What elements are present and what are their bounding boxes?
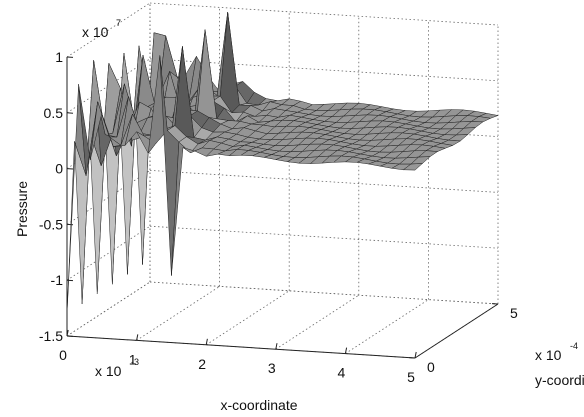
z-tick-label: 1 — [55, 49, 63, 65]
x-tick-mark — [66, 329, 69, 337]
x-tick-mark — [136, 334, 139, 341]
x-axis-line — [66, 335, 416, 359]
z-axis-label: Pressure — [14, 181, 30, 237]
x-tick-label: 1 — [129, 351, 137, 367]
y-multiplier-exponent: -4 — [570, 341, 578, 351]
x-multiplier: x 10 — [95, 363, 122, 379]
grid-line — [149, 225, 499, 249]
x-tick-mark — [205, 338, 208, 345]
x-tick-mark — [344, 347, 348, 354]
z-tick-label: 0 — [55, 161, 63, 177]
grid-line — [66, 2, 151, 58]
x-tick-label: 2 — [198, 356, 206, 372]
grid-line — [275, 294, 360, 350]
y-axis-label: y-coordinate — [535, 372, 584, 388]
pressure-surface — [66, 11, 499, 314]
z-tick-label: 0.5 — [44, 105, 64, 121]
z-multiplier: x 10 — [82, 24, 109, 40]
y-axis-line — [414, 303, 499, 359]
x-tick-label: 4 — [338, 365, 346, 381]
grid-line — [205, 290, 290, 346]
grid-line — [149, 281, 499, 305]
y-tick-label: 5 — [510, 305, 518, 321]
x-tick-mark — [414, 351, 417, 359]
grid-line — [149, 2, 499, 26]
z-tick-label: -0.5 — [39, 216, 63, 232]
x-tick-label: 0 — [59, 347, 67, 363]
y-multiplier: x 10 — [535, 347, 562, 363]
x-tick-label: 3 — [268, 360, 276, 376]
grid-line — [136, 286, 220, 341]
x-multiplier-exponent: -3 — [131, 357, 139, 367]
x-axis-label: x-coordinate — [220, 397, 297, 413]
z-multiplier-exponent: 7 — [116, 18, 121, 28]
grid-line — [66, 281, 151, 337]
tick-labels: 10.50-0.5-1-1.50 1 2 3 4 505 — [39, 49, 518, 385]
z-tick-label: -1 — [51, 272, 64, 288]
y-tick-label: 0 — [427, 359, 435, 375]
grid-line — [345, 299, 429, 354]
x-tick-mark — [275, 343, 278, 350]
z-tick-label: -1.5 — [39, 328, 63, 344]
axes-box — [66, 56, 499, 359]
grid-line — [149, 170, 499, 193]
surface-patch — [219, 11, 240, 113]
x-tick-label: 5 — [407, 369, 415, 385]
surface-patch — [403, 163, 423, 171]
